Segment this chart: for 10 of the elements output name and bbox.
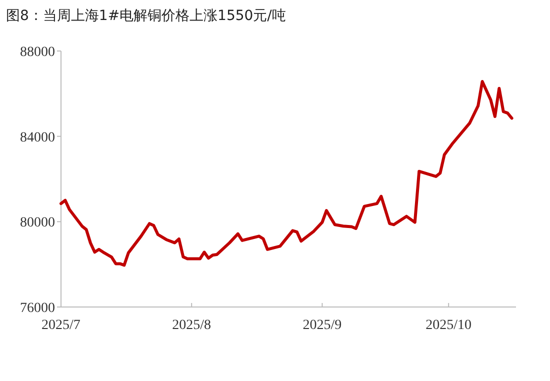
line-series [60, 80, 514, 267]
y-tick-label: 84000 [20, 130, 55, 146]
y-tick-label: 88000 [20, 45, 55, 60]
y-tick-label: 80000 [20, 216, 55, 231]
x-tick-label: 2025/7 [42, 318, 80, 333]
y-tick-label: 76000 [20, 301, 55, 316]
title: 图8：当周上海1#电解铜价格上涨1550元/吨 [6, 8, 286, 24]
x-tick-label: 2025/10 [426, 318, 472, 333]
x-tick-label: 2025/9 [302, 318, 342, 333]
x-tick-label: 2025/8 [172, 318, 212, 333]
